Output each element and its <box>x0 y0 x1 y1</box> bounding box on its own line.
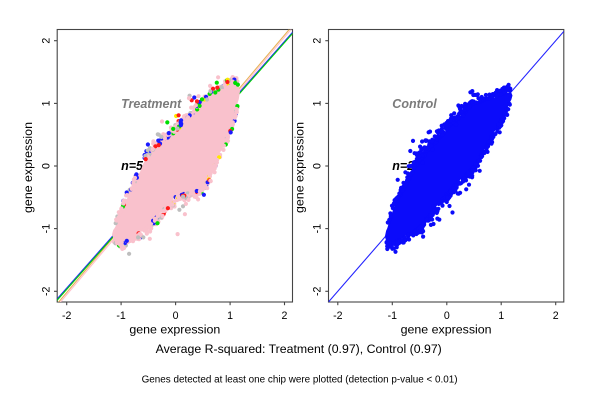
svg-text:0: 0 <box>173 310 179 322</box>
svg-text:-2: -2 <box>312 286 324 296</box>
svg-text:-1: -1 <box>40 224 52 234</box>
svg-text:1: 1 <box>227 310 233 322</box>
svg-text:Control: Control <box>392 97 437 111</box>
svg-text:2: 2 <box>40 38 52 44</box>
svg-text:gene expression: gene expression <box>21 122 35 213</box>
svg-text:1: 1 <box>40 100 52 106</box>
svg-text:gene expression: gene expression <box>129 323 220 337</box>
svg-text:Genes detected at least one ch: Genes detected at least one chip were pl… <box>142 374 458 385</box>
svg-text:gene expression: gene expression <box>292 122 306 213</box>
svg-text:0: 0 <box>312 163 324 169</box>
svg-text:gene expression: gene expression <box>401 323 492 337</box>
svg-text:-2: -2 <box>333 310 343 322</box>
svg-text:2: 2 <box>282 310 288 322</box>
svg-text:Treatment: Treatment <box>121 97 182 111</box>
svg-text:1: 1 <box>312 100 324 106</box>
svg-text:0: 0 <box>40 163 52 169</box>
svg-text:2: 2 <box>312 38 324 44</box>
svg-text:-1: -1 <box>116 310 126 322</box>
svg-text:Average R-squared: Treatment (: Average R-squared: Treatment (0.97), Con… <box>156 342 442 356</box>
svg-text:1: 1 <box>498 310 504 322</box>
svg-text:2: 2 <box>553 310 559 322</box>
svg-text:-2: -2 <box>62 310 72 322</box>
svg-text:-2: -2 <box>40 286 52 296</box>
svg-text:0: 0 <box>444 310 450 322</box>
svg-text:-1: -1 <box>388 310 398 322</box>
svg-text:-1: -1 <box>312 224 324 234</box>
